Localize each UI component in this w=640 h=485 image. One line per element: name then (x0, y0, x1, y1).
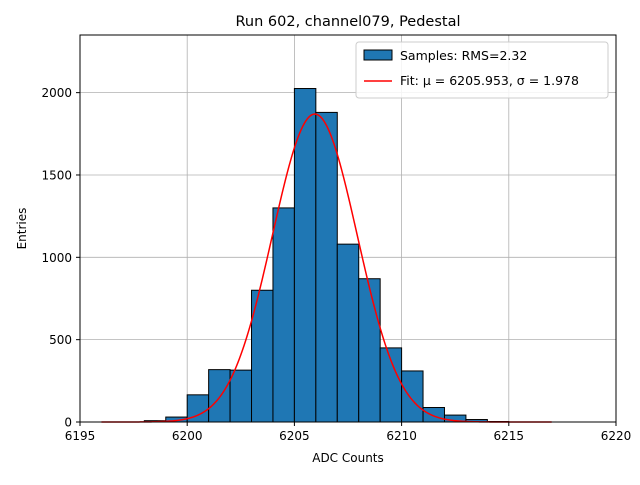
legend-label-fit: Fit: μ = 6205.953, σ = 1.978 (400, 73, 579, 88)
histogram-bar (337, 244, 358, 422)
histogram-bar (402, 371, 423, 422)
x-axis-label: ADC Counts (312, 451, 384, 465)
x-tick-label: 6210 (386, 429, 417, 443)
y-tick-label: 2000 (41, 86, 72, 100)
x-tick-label: 6200 (172, 429, 203, 443)
chart-title: Run 602, channel079, Pedestal (235, 14, 460, 30)
y-tick-label: 1000 (41, 251, 72, 265)
histogram-bar (273, 208, 294, 422)
y-axis-label: Entries (15, 208, 29, 250)
x-tick-label: 6195 (65, 429, 96, 443)
y-tick-label: 1500 (41, 168, 72, 182)
legend-label-samples: Samples: RMS=2.32 (400, 48, 527, 63)
histogram-bar (423, 408, 444, 422)
y-tick-label: 500 (49, 333, 72, 347)
histogram-bar (359, 279, 380, 422)
x-tick-label: 6205 (279, 429, 310, 443)
histogram-bar (316, 112, 337, 422)
y-tick-label: 0 (64, 416, 72, 430)
x-tick-label: 6220 (601, 429, 632, 443)
legend: Samples: RMS=2.32 Fit: μ = 6205.953, σ =… (356, 42, 608, 98)
x-tick-label: 6215 (494, 429, 525, 443)
histogram-bar (230, 370, 251, 422)
legend-swatch-samples (364, 50, 392, 60)
histogram-bar (209, 370, 230, 422)
